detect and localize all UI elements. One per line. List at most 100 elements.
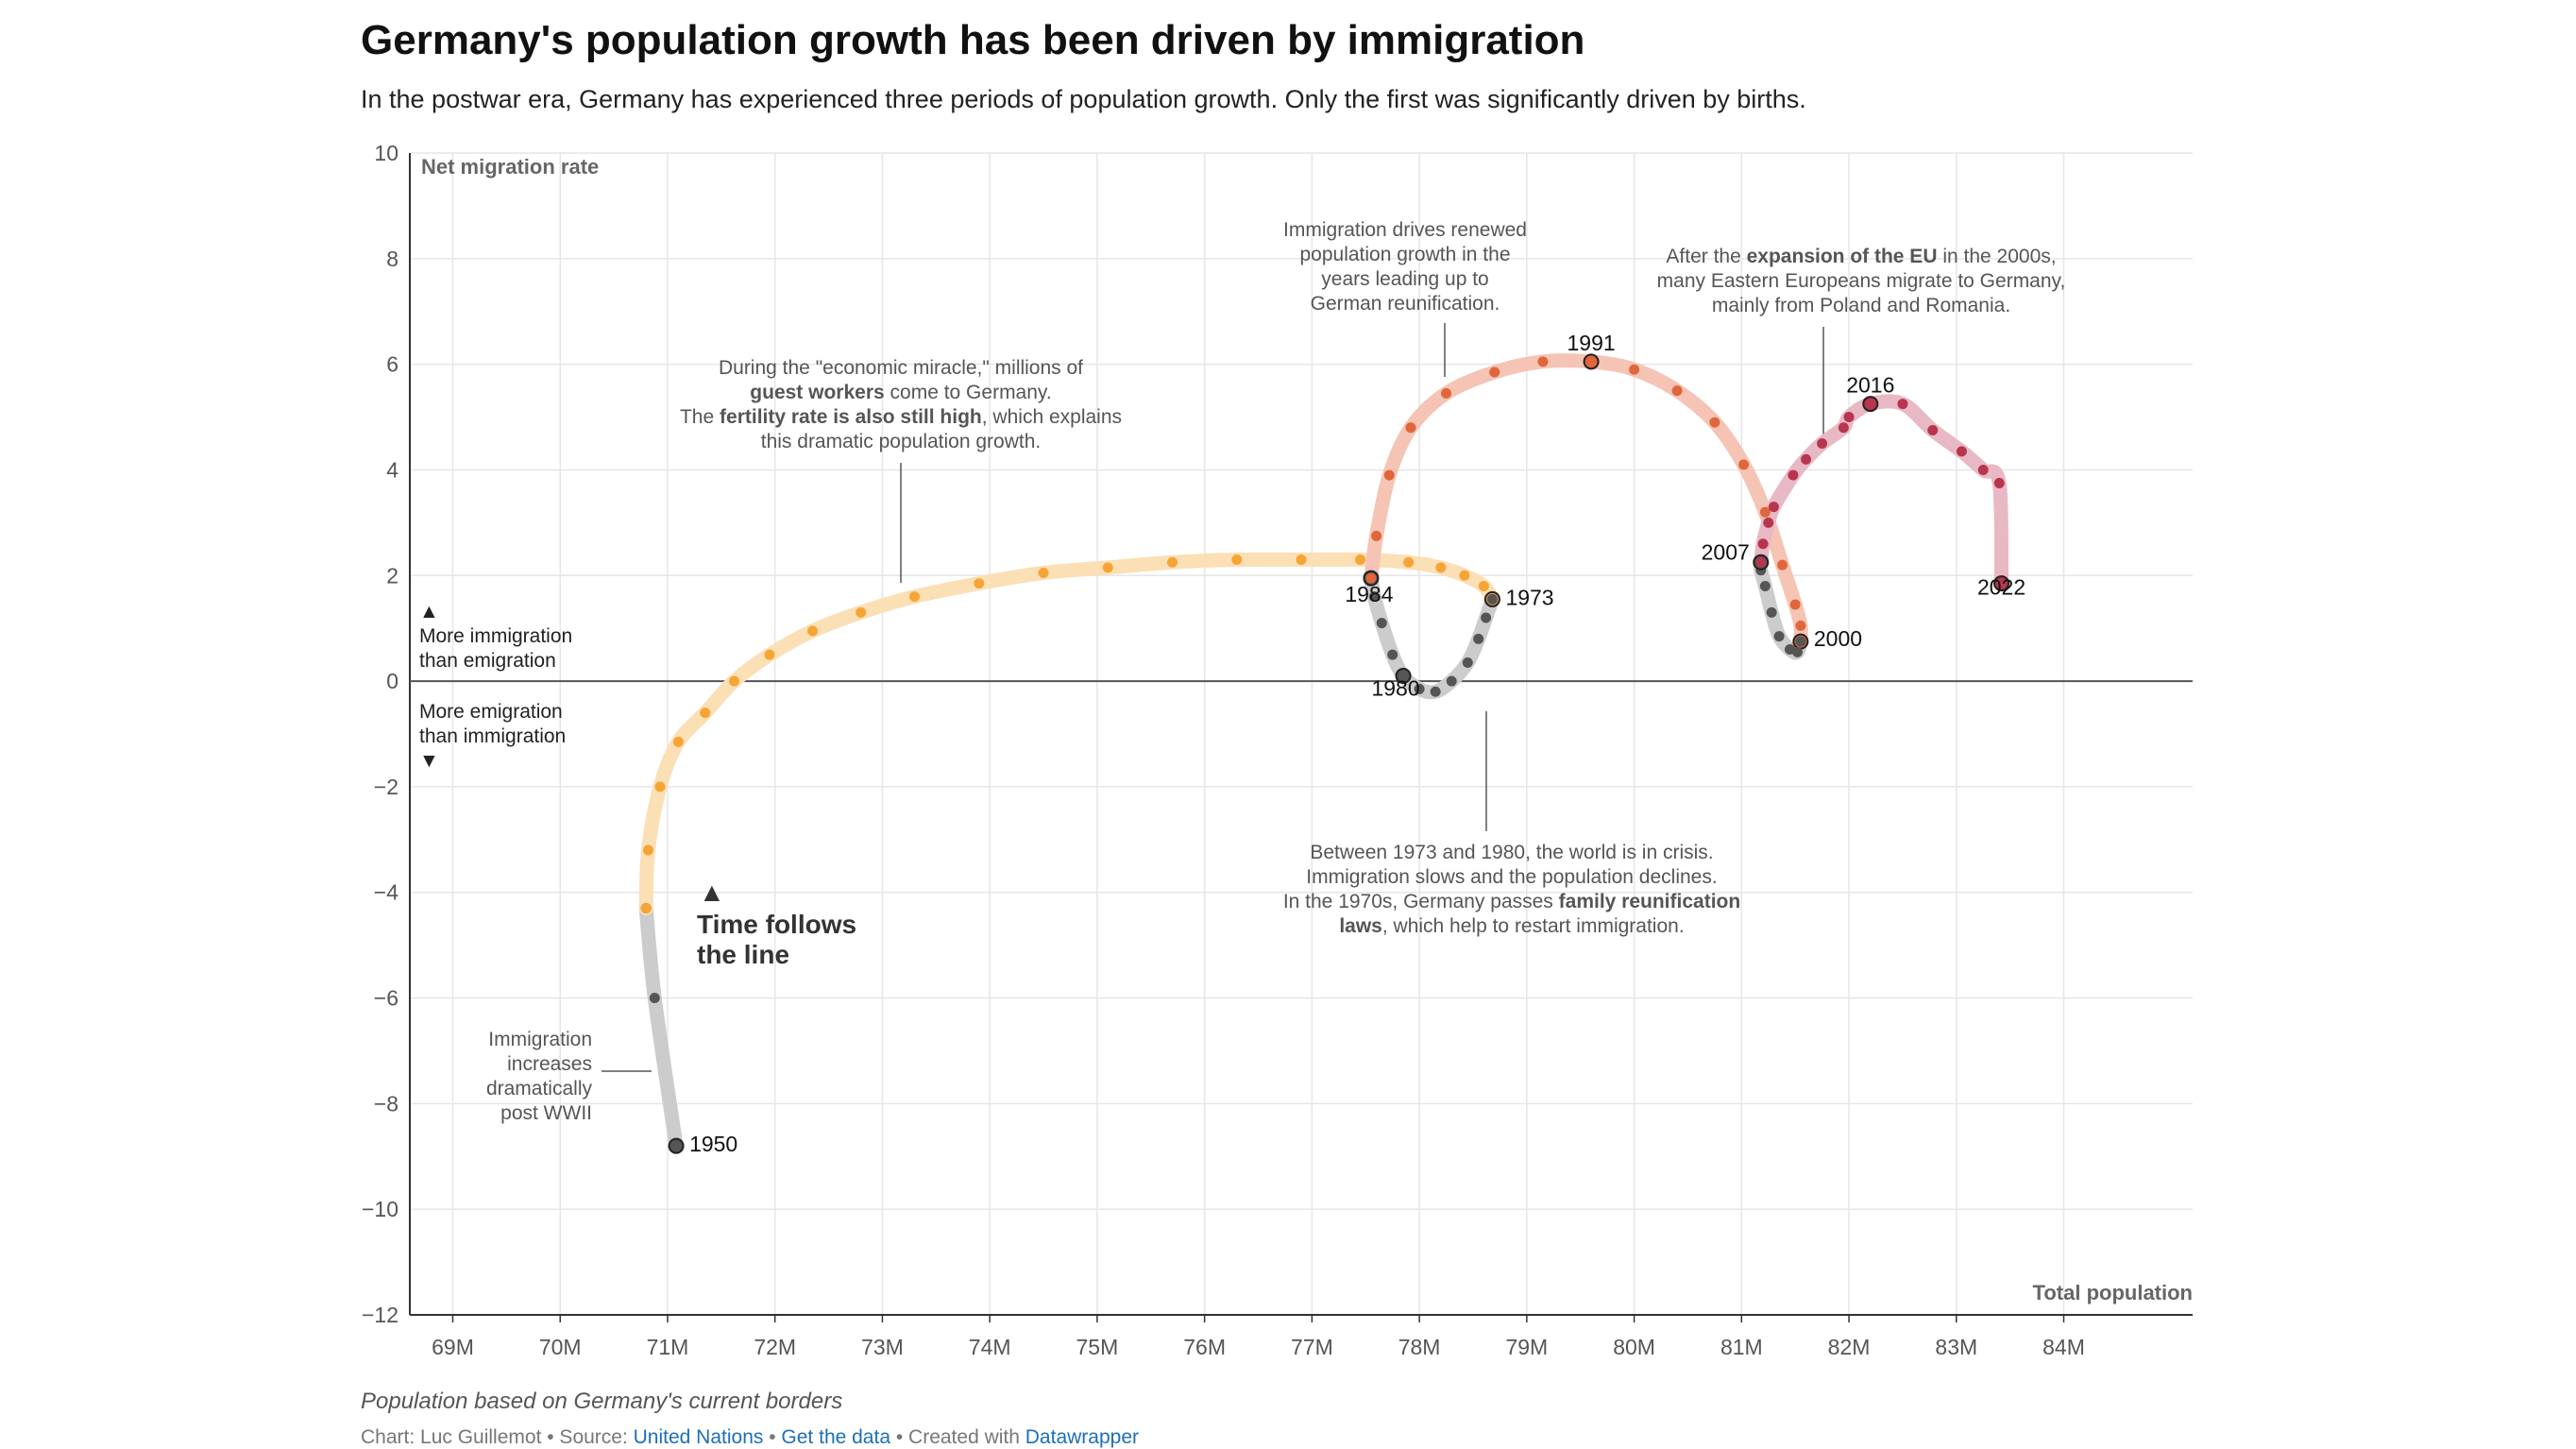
more-immigration-label: More immigration <box>419 625 572 647</box>
annotation-reunification: German reunification. <box>1311 293 1500 315</box>
series-line-gray <box>638 901 684 1153</box>
annotation-crisis: In the 1970s, Germany passes family reun… <box>1283 891 1740 912</box>
x-tick-label: 80M <box>1613 1335 1655 1359</box>
data-point-1981 <box>1387 649 1398 660</box>
data-point-1986 <box>1383 469 1395 481</box>
footer-credits: Chart: Luc Guillemot • Source: United Na… <box>361 1426 1139 1449</box>
year-label-2016: 2016 <box>1846 373 1894 398</box>
data-point-2011 <box>1788 469 1799 481</box>
annotation-eu-span: expansion of the EU <box>1747 246 1938 267</box>
y-tick-label: 10 <box>374 141 398 165</box>
data-point-2010 <box>1768 502 1779 513</box>
data-point-1988 <box>1441 387 1452 399</box>
y-tick-label: 6 <box>386 352 398 377</box>
annotation-reunification-span: Immigration drives renewed <box>1283 219 1527 241</box>
year-label-2022: 2022 <box>1977 575 2025 600</box>
x-tick-label: 81M <box>1720 1335 1763 1359</box>
data-point-1976 <box>1462 657 1473 669</box>
credit-sep-2: • Created with <box>890 1426 1025 1448</box>
year-label-1950: 1950 <box>689 1132 737 1156</box>
x-tick-label: 73M <box>861 1335 904 1359</box>
x-tick-label: 74M <box>969 1335 1011 1359</box>
x-tick-label: 71M <box>647 1335 689 1359</box>
x-tick-label: 69M <box>432 1335 474 1359</box>
data-point-1992 <box>1629 364 1640 375</box>
data-point-1989 <box>1489 367 1500 378</box>
y-tick-label: 8 <box>386 247 398 271</box>
data-point-2004 <box>1766 606 1777 618</box>
data-point-1952 <box>640 903 652 913</box>
data-point-1966 <box>1231 554 1243 565</box>
annotation-postwar: dramatically <box>486 1078 593 1100</box>
data-point-2020 <box>1977 464 1989 475</box>
data-point-1953 <box>642 844 653 856</box>
annotation-crisis: Between 1973 and 1980, the world is in c… <box>1310 842 1713 863</box>
x-tick-label: 72M <box>754 1335 796 1359</box>
annotation-miracle-span: , which explains <box>982 406 1122 428</box>
year-label-2007: 2007 <box>1702 539 1750 564</box>
data-point-1965 <box>1167 556 1178 568</box>
data-point-2005 <box>1759 580 1771 591</box>
year-labels: 1950 1973 1980 1984 1991 2000 2007 2016 2022 <box>689 331 2025 1156</box>
annotation-crisis-span: family reunification <box>1559 891 1741 912</box>
series-lines <box>638 353 2009 1153</box>
year-label-2000: 2000 <box>1814 626 1862 651</box>
credit-sep-1: • <box>763 1426 782 1448</box>
data-point-1957 <box>728 675 739 687</box>
data-point-2013 <box>1817 438 1828 449</box>
data-point-1971 <box>1459 570 1470 581</box>
annotation-postwar: post WWII <box>500 1102 592 1124</box>
data-point-1978 <box>1430 686 1441 697</box>
annotation-crisis-span: , which help to restart immigration. <box>1382 915 1685 937</box>
data-point-1962 <box>974 578 985 589</box>
data-point-1990 <box>1537 356 1549 367</box>
annotation-crisis-span: In the 1970s, Germany passes <box>1283 891 1559 912</box>
get-data-link[interactable]: Get the data <box>781 1426 891 1448</box>
annotation-miracle-span: During the "economic miracle," millions … <box>719 357 1083 379</box>
data-point-2015 <box>1843 412 1855 423</box>
data-point-1968 <box>1355 554 1366 565</box>
data-point-1991 <box>1583 353 1600 370</box>
data-point-1956 <box>700 707 711 719</box>
data-point-1984 <box>1365 572 1377 584</box>
annotation-postwar: Immigration <box>488 1029 592 1050</box>
x-tick-label: 79M <box>1505 1335 1548 1359</box>
x-tick-label: 70M <box>539 1335 582 1359</box>
data-point-1977 <box>1446 675 1457 687</box>
datawrapper-link[interactable]: Datawrapper <box>1025 1426 1139 1448</box>
data-point-1955 <box>672 736 684 747</box>
data-point-1967 <box>1296 554 1307 565</box>
data-point-1982 <box>1376 618 1387 629</box>
annotation-crisis: Immigration slows and the population dec… <box>1306 866 1717 888</box>
time-follows-label: Time follows <box>697 910 856 939</box>
source-link[interactable]: United Nations <box>633 1426 764 1448</box>
data-point-1969 <box>1403 556 1415 568</box>
time-arrow-icon: ▲ <box>699 878 725 907</box>
x-tick-label: 78M <box>1398 1335 1441 1359</box>
x-tick-label: 77M <box>1291 1335 1333 1359</box>
data-point-2000 <box>1795 636 1806 647</box>
footer-note: Population based on Germany's current bo… <box>361 1389 843 1414</box>
year-label-1980: 1980 <box>1371 676 1419 701</box>
annotation-postwar: increases <box>507 1053 592 1075</box>
data-point-1960 <box>856 606 867 618</box>
annotation-reunification: population growth in the <box>1300 244 1511 265</box>
data-point-1994 <box>1709 417 1720 428</box>
y-tick-label: −10 <box>362 1197 398 1221</box>
data-point-1972 <box>1478 580 1489 591</box>
data-point-2012 <box>1801 453 1812 465</box>
data-point-1979 <box>1414 683 1425 694</box>
data-point-2014 <box>1838 422 1849 434</box>
data-point-1995 <box>1738 459 1750 470</box>
x-tick-label: 76M <box>1183 1335 1226 1359</box>
year-label-1973: 1973 <box>1505 585 1553 609</box>
annotation-reunification-span: years leading up to <box>1321 268 1488 290</box>
down-arrow-icon: ▼ <box>419 750 439 772</box>
data-point-1987 <box>1405 422 1416 434</box>
annotation-miracle-span: come to Germany. <box>885 382 1052 403</box>
data-point-2009 <box>1763 517 1774 528</box>
data-point-2007 <box>1755 556 1767 568</box>
data-point-1950 <box>668 1137 685 1154</box>
data-point-2002 <box>1784 644 1795 656</box>
